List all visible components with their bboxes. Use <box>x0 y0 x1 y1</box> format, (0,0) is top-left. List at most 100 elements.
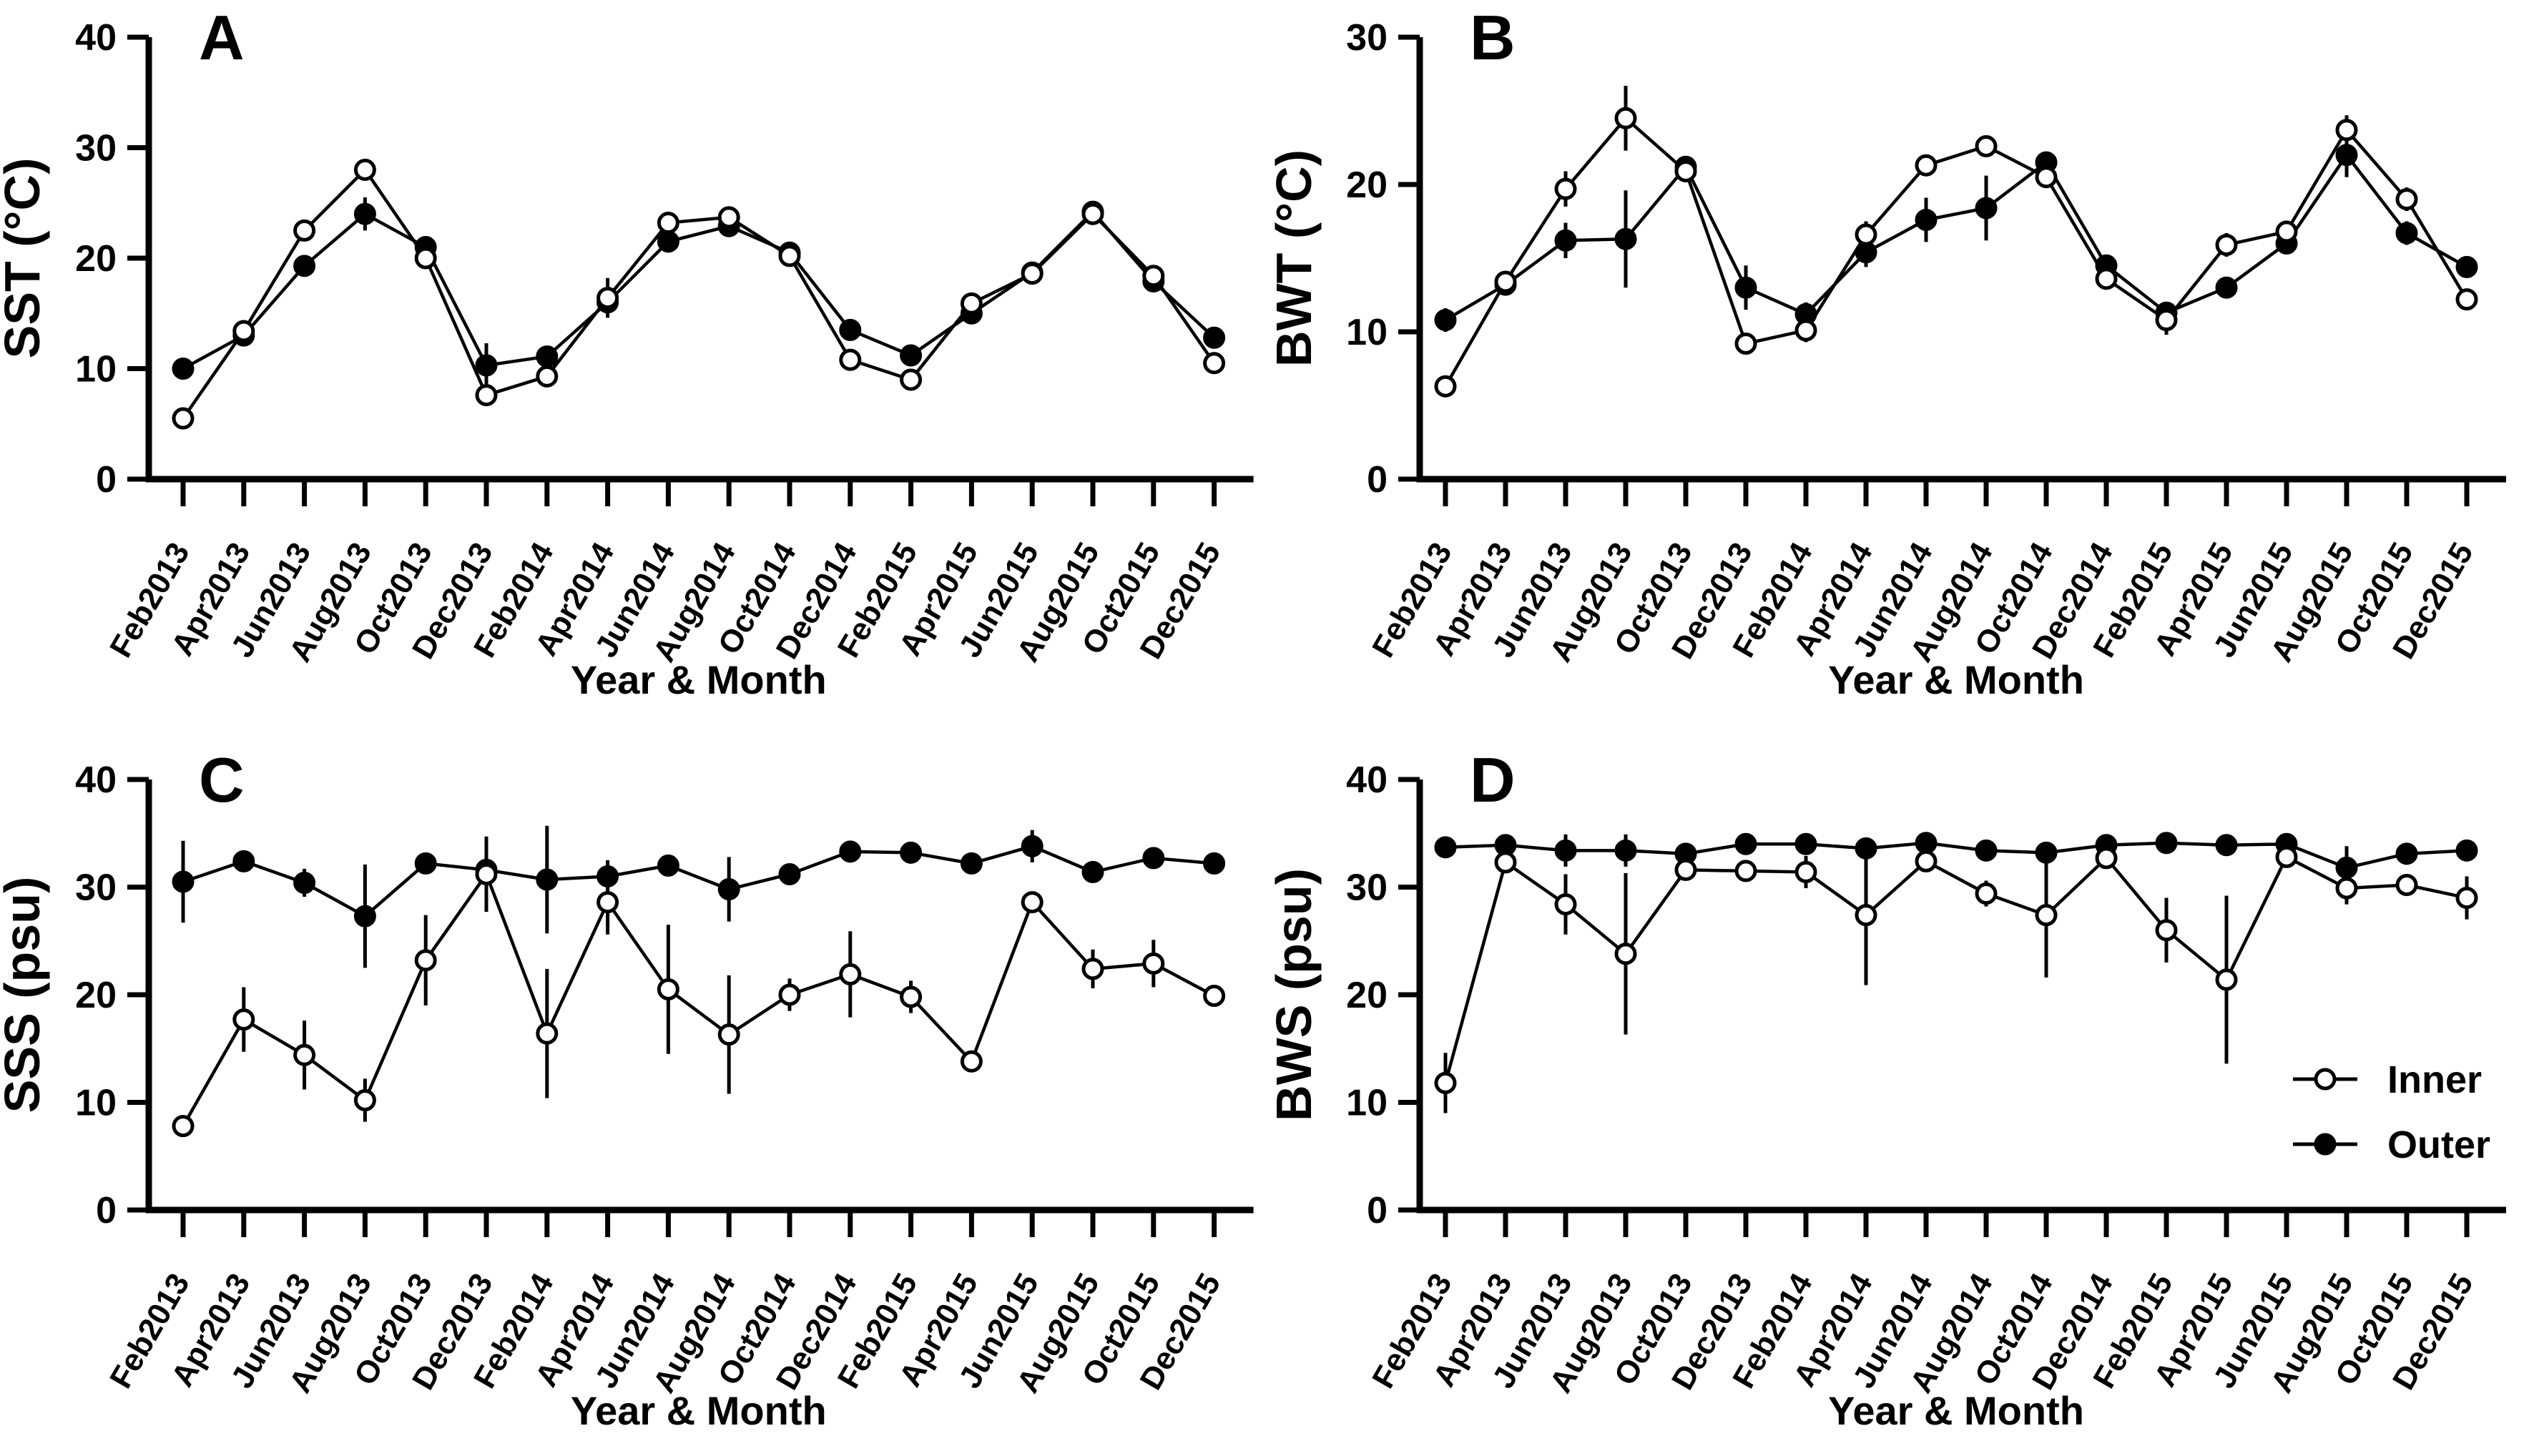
data-point-inner <box>536 365 559 388</box>
data-point-inner <box>2275 220 2298 243</box>
data-point-inner <box>2095 267 2118 290</box>
data-point-outer <box>172 870 195 893</box>
data-point-inner <box>2155 919 2178 942</box>
data-point-outer <box>839 318 862 341</box>
data-point-inner <box>1614 107 1637 129</box>
data-point-outer <box>2335 856 2358 879</box>
data-point-inner <box>1855 904 1877 927</box>
y-tick-label: 30 <box>75 867 117 909</box>
series-line-inner <box>182 870 1215 1127</box>
data-point-inner <box>2455 288 2478 311</box>
series-line-outer <box>1444 152 2468 322</box>
y-tick-label: 10 <box>1346 1083 1388 1124</box>
data-point-inner <box>1614 943 1637 965</box>
panel-A: 010203040Feb2013Apr2013Jun2013Aug2013Oct… <box>0 2 1254 702</box>
data-point-outer <box>536 868 559 891</box>
data-point-outer <box>172 358 195 380</box>
data-point-outer <box>960 852 983 875</box>
y-tick-label: 30 <box>1346 17 1388 59</box>
y-axis-title: BWT (°C) <box>1266 149 1322 367</box>
data-point-outer <box>536 345 559 368</box>
y-tick-label: 30 <box>1346 867 1388 909</box>
data-point-outer <box>232 850 255 872</box>
x-axis-title: Year & Month <box>1828 1388 2084 1433</box>
y-tick-label: 0 <box>96 1190 117 1231</box>
data-point-inner <box>717 1023 740 1046</box>
data-point-inner <box>2095 847 2118 870</box>
y-tick-label: 40 <box>1346 759 1388 801</box>
data-point-outer <box>778 862 801 885</box>
data-point-inner <box>960 292 983 315</box>
data-point-inner <box>2035 904 2058 927</box>
panel-B: 0102030Feb2013Apr2013Jun2013Aug2013Oct20… <box>1266 2 2506 702</box>
data-point-outer <box>1203 852 1226 875</box>
y-tick-label: 10 <box>75 1083 117 1124</box>
data-point-inner <box>1554 177 1577 200</box>
data-point-inner <box>1734 332 1757 355</box>
data-point-inner <box>1021 262 1044 285</box>
series-line-inner <box>1444 116 2468 388</box>
data-point-outer <box>1434 309 1457 332</box>
data-point-outer <box>1434 836 1457 859</box>
x-axis-title: Year & Month <box>1828 657 2084 702</box>
panel-C: 010203040Feb2013Apr2013Jun2013Aug2013Oct… <box>0 744 1254 1433</box>
data-point-inner <box>596 891 619 914</box>
y-tick-label: 40 <box>75 17 117 59</box>
series-line-outer <box>182 209 1216 370</box>
data-point-outer <box>2155 832 2178 855</box>
data-point-inner <box>414 949 437 972</box>
data-point-inner <box>717 206 740 229</box>
data-point-outer <box>2455 255 2478 278</box>
data-point-outer <box>293 871 316 894</box>
data-point-inner <box>293 1043 316 1066</box>
data-point-inner <box>1021 891 1044 914</box>
data-point-outer <box>1081 860 1104 883</box>
panel-letter: B <box>1470 2 1516 73</box>
data-point-inner <box>839 348 862 371</box>
data-point-outer <box>657 854 679 877</box>
data-point-inner <box>1794 860 1817 883</box>
data-point-outer <box>1975 197 1998 220</box>
data-point-inner <box>1674 858 1697 881</box>
data-point-inner <box>778 245 801 267</box>
data-point-inner <box>2395 188 2418 211</box>
x-axis-title: Year & Month <box>571 1388 827 1433</box>
data-point-outer <box>353 202 376 225</box>
data-point-inner <box>1434 375 1457 398</box>
data-point-inner <box>172 407 195 430</box>
series-line-outer <box>1445 841 2467 870</box>
data-point-outer <box>1915 208 1938 231</box>
data-point-inner <box>1081 202 1104 225</box>
data-point-inner <box>1554 893 1577 916</box>
data-point-inner <box>2455 887 2478 910</box>
data-point-outer <box>2395 222 2418 245</box>
data-point-inner <box>414 247 437 270</box>
data-point-inner <box>2035 166 2058 189</box>
data-point-inner <box>1434 1071 1457 1094</box>
data-point-inner <box>1734 860 1757 882</box>
data-point-inner <box>2215 968 2238 991</box>
y-axis-title: BWS (psu) <box>1266 868 1322 1121</box>
y-tick-label: 10 <box>75 349 117 390</box>
data-point-inner <box>1142 952 1165 975</box>
series-line-outer <box>182 844 1214 918</box>
data-point-inner <box>960 1050 983 1073</box>
data-point-inner <box>1081 958 1104 980</box>
data-point-inner <box>1674 159 1697 182</box>
data-point-inner <box>900 985 923 1008</box>
data-point-inner <box>657 212 679 235</box>
panel-letter: A <box>199 2 245 73</box>
data-point-outer <box>1614 227 1637 250</box>
data-point-outer <box>2215 834 2238 857</box>
data-point-inner <box>1494 851 1517 874</box>
data-point-outer <box>2215 276 2238 299</box>
data-point-outer <box>1975 839 1998 862</box>
y-tick-label: 10 <box>1346 312 1388 353</box>
data-point-inner <box>475 384 498 407</box>
data-point-inner <box>596 287 619 310</box>
data-point-inner <box>2275 845 2298 868</box>
data-point-inner <box>1975 882 1998 905</box>
data-point-outer <box>2335 144 2358 167</box>
